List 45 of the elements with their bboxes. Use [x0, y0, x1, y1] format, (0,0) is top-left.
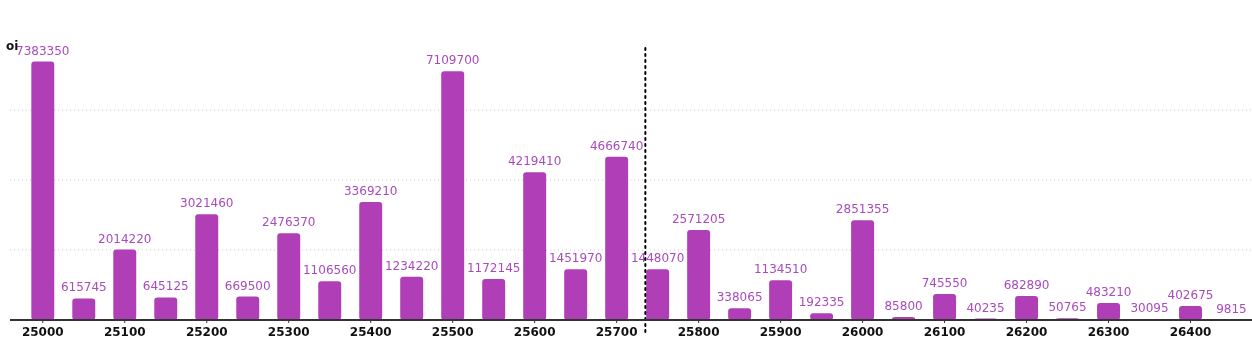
data-label: 669500 [224, 278, 271, 293]
data-label: 85800 [884, 299, 923, 313]
x-tick-label: 26200 [1005, 325, 1048, 339]
data-label: 682890 [1003, 278, 1050, 293]
data-label: 9815 [1216, 301, 1247, 316]
data-label: 745550 [921, 275, 968, 290]
data-label: 483210 [1085, 285, 1132, 300]
x-tick-label: 25000 [21, 325, 64, 339]
data-label: 1451970 [548, 251, 603, 266]
data-label: 192335 [798, 295, 845, 310]
data-label: 4219410 [507, 154, 562, 169]
data-label: 402675 [1167, 287, 1214, 302]
x-tick-label: 25200 [185, 325, 228, 339]
x-tick-label: 25900 [759, 325, 802, 339]
data-label: 3369210 [343, 184, 398, 199]
x-tick-label: 25600 [513, 325, 556, 339]
data-label: 7109700 [425, 53, 480, 68]
data-label: 1134510 [753, 262, 808, 277]
data-label: 645125 [142, 279, 189, 294]
x-tick-label: 25800 [677, 325, 720, 339]
x-tick-label: 25700 [595, 325, 638, 339]
data-label: 40235 [966, 300, 1005, 315]
x-tick-label: 26000 [841, 325, 884, 339]
x-tick-label: 26300 [1087, 325, 1130, 339]
data-label: 1234220 [384, 258, 439, 273]
x-tick-label: 25300 [267, 325, 310, 339]
data-label: 50765 [1048, 300, 1087, 315]
data-label: 1172145 [466, 260, 521, 275]
data-label: 1106560 [303, 263, 357, 278]
x-tick-label: 26400 [1169, 325, 1212, 339]
data-label: 2014220 [98, 231, 152, 246]
data-label: 615745 [60, 280, 107, 295]
data-label: 2851355 [835, 202, 890, 217]
data-label: 338065 [716, 290, 763, 305]
y-axis-title: oi [6, 39, 19, 53]
data-label: 1448070 [630, 251, 685, 266]
x-tick-label: 25400 [349, 325, 392, 339]
data-label: 2476370 [262, 215, 316, 230]
x-tick-label: 25500 [431, 325, 474, 339]
data-label: 30095 [1130, 300, 1169, 315]
data-label: 4666740 [589, 138, 644, 153]
x-tick-label: 26100 [923, 325, 966, 339]
data-label: 3021460 [180, 196, 234, 211]
x-tick-label: 25100 [103, 325, 146, 339]
data-label: 2571205 [671, 212, 726, 227]
